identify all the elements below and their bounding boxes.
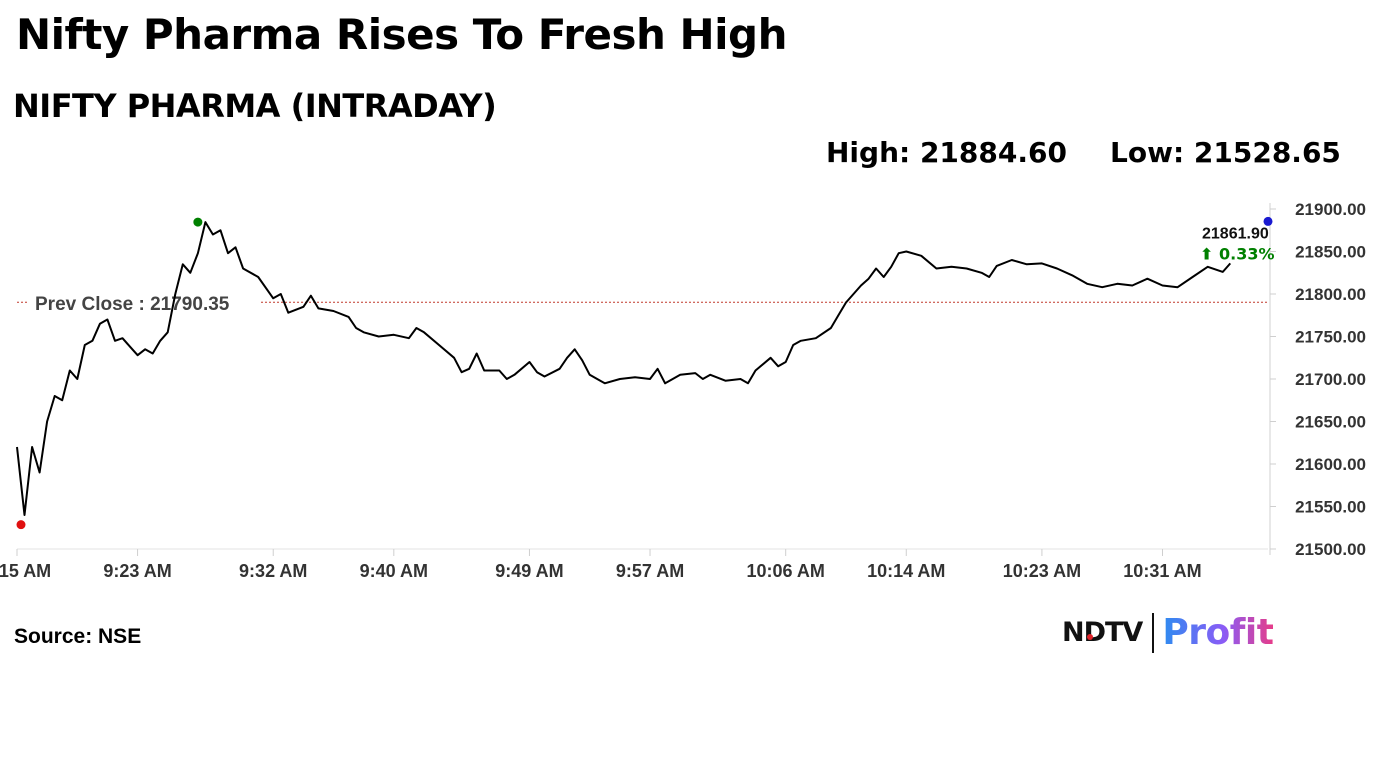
chart-subtitle: NIFTY PHARMA (INTRADAY): [13, 87, 497, 125]
x-tick-label: 10:31 AM: [1123, 561, 1201, 581]
source-label: Source: NSE: [14, 625, 142, 648]
series-line: [16, 221, 1232, 516]
y-tick-label: 21600.00: [1295, 455, 1366, 474]
x-tick-label: 9:15 AM: [0, 561, 51, 581]
intraday-line-chart: 21900.00 21850.00 21800.00 21750.00 21700.00…: [0, 200, 1366, 581]
x-tick-label: 9:32 AM: [239, 561, 307, 581]
prev-close-label-bg: [28, 289, 260, 314]
low-value-label: Low: 21528.65: [1110, 136, 1341, 169]
profit-wordmark: Profit: [1162, 612, 1274, 653]
y-tick-label: 21900.00: [1295, 200, 1366, 219]
y-tick-label: 21750.00: [1295, 328, 1366, 347]
last-marker: [1263, 216, 1273, 226]
prev-close-label: Prev Close : 21790.35: [35, 294, 230, 315]
x-tick-label: 9:57 AM: [616, 561, 684, 581]
y-tick-label: 21850.00: [1295, 243, 1366, 262]
x-tick-label: 10:23 AM: [1003, 561, 1081, 581]
high-marker: [193, 217, 203, 227]
x-tick-label: 9:23 AM: [103, 561, 171, 581]
y-tick-label: 21650.00: [1295, 413, 1366, 432]
x-tick-label: 10:06 AM: [746, 561, 824, 581]
change-percent-label: ⬆ 0.33%: [1200, 244, 1274, 263]
ndtv-profit-logo: NDTV Profit: [1062, 612, 1274, 653]
y-tick-label: 21700.00: [1295, 370, 1366, 389]
last-value-label: 21861.90: [1202, 225, 1269, 242]
ndtv-wordmark: NDTV: [1062, 617, 1143, 648]
x-tick-label: 10:14 AM: [867, 561, 945, 581]
y-tick-label: 21550.00: [1295, 498, 1366, 517]
x-tick-label: 9:40 AM: [360, 561, 428, 581]
headline: Nifty Pharma Rises To Fresh High: [16, 10, 788, 59]
x-tick-label: 9:49 AM: [495, 561, 563, 581]
y-tick-label: 21800.00: [1295, 285, 1366, 304]
high-value-label: High: 21884.60: [826, 136, 1067, 169]
y-tick-label: 21500.00: [1295, 540, 1366, 559]
low-marker: [16, 520, 26, 530]
